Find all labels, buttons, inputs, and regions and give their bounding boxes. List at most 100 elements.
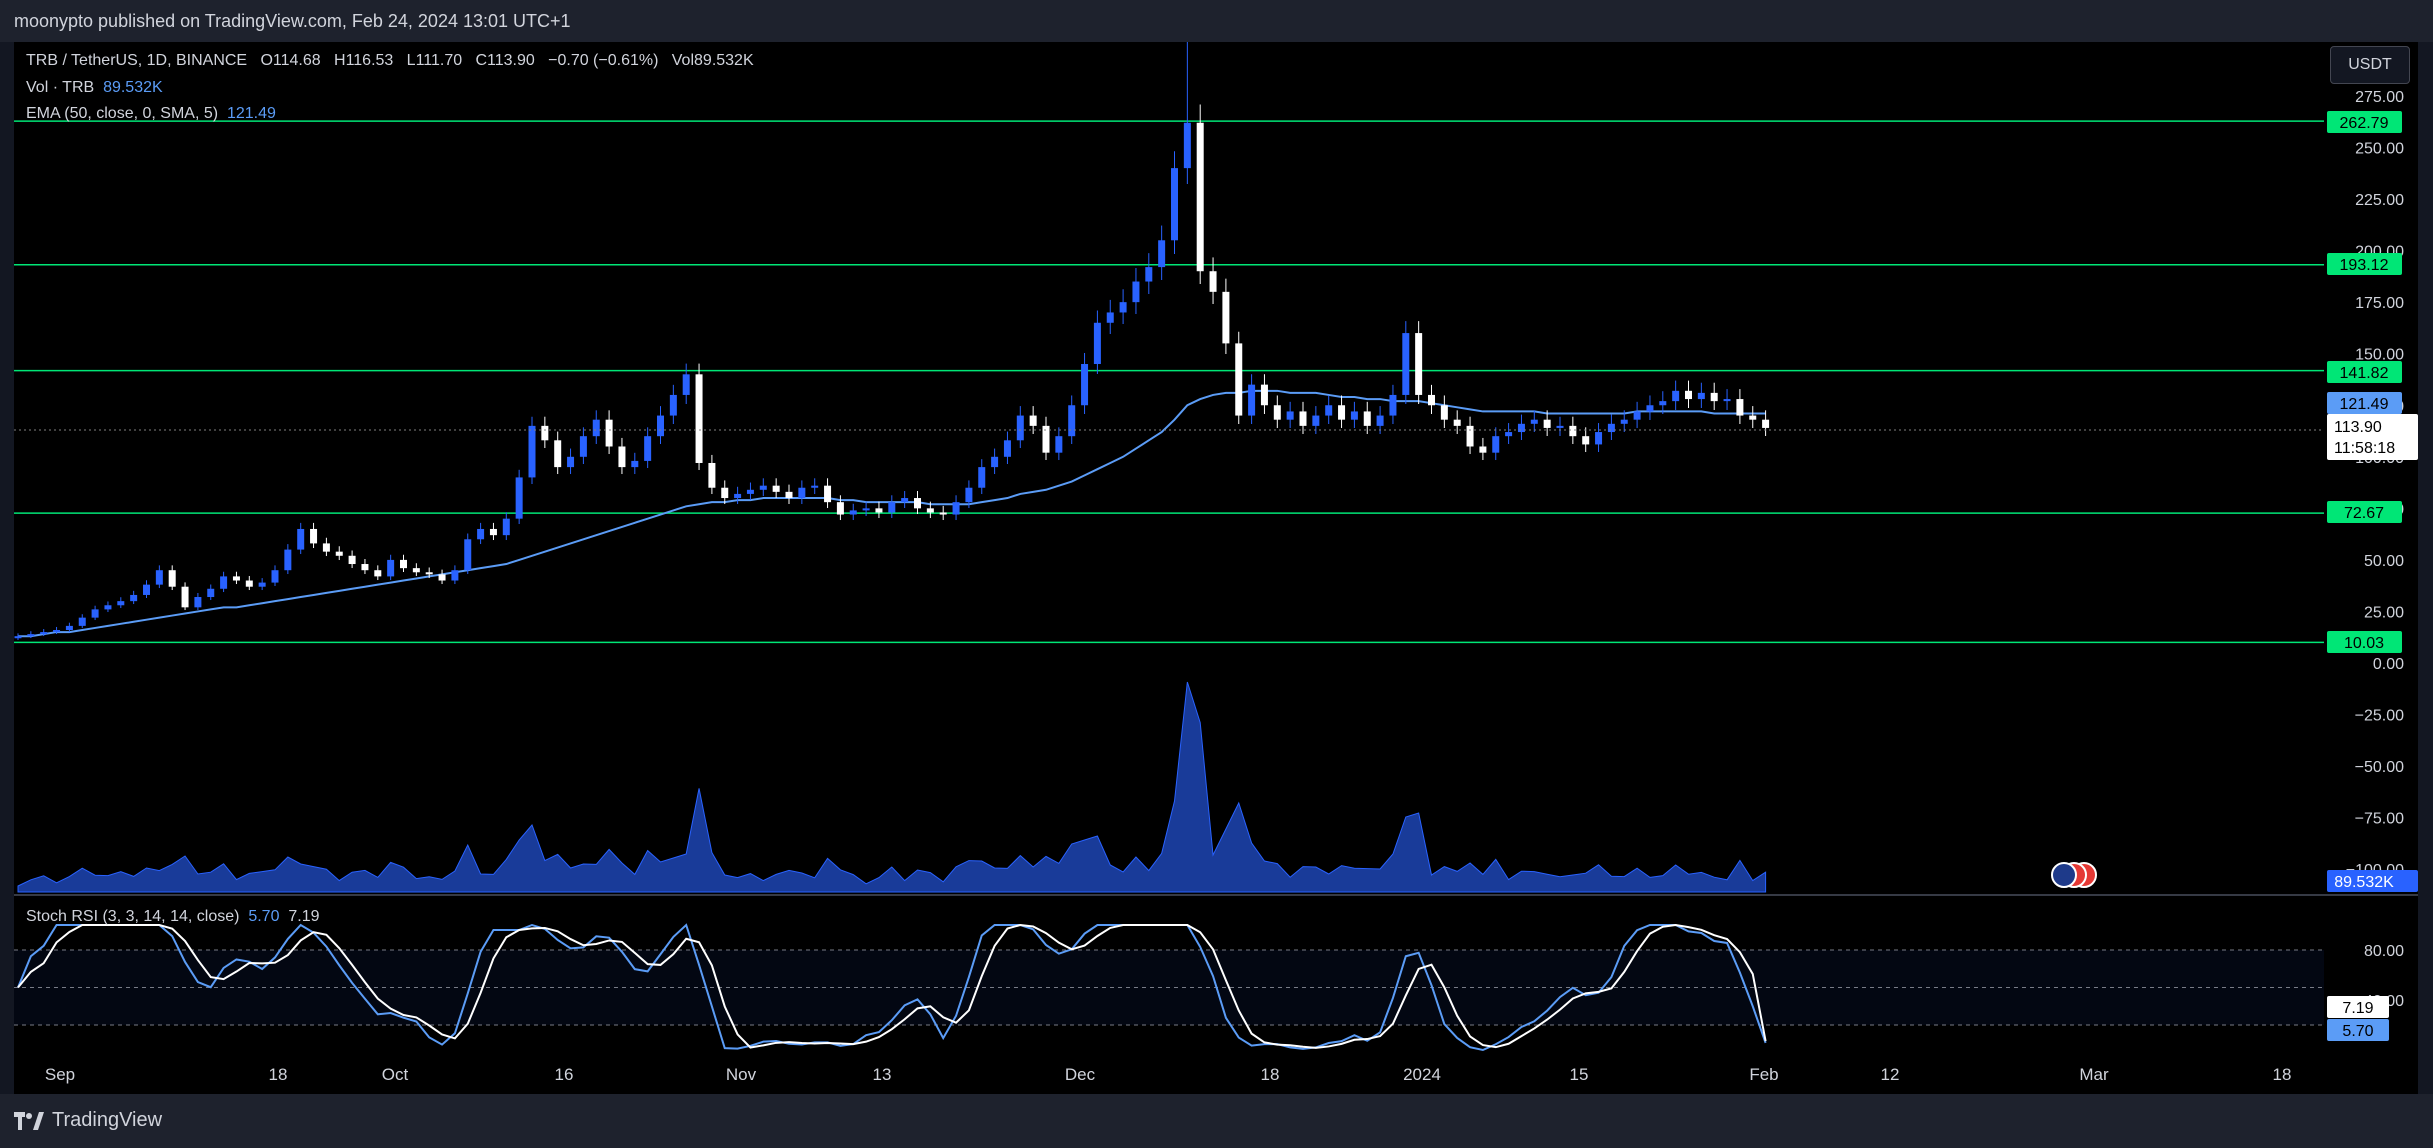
candle-body [1762,419,1770,428]
vol-value: 89.532K [694,52,754,69]
candle-body [1132,281,1140,303]
tradingview-brand[interactable]: TradingView [14,1109,162,1132]
time-tick-label: Oct [382,1065,409,1084]
candle-body [657,415,664,437]
candle-body [605,419,613,447]
candle-body [1016,415,1024,441]
tradingview-logo-icon [14,1111,44,1130]
price-tick-label: 275.00 [2355,89,2404,106]
candle-body [1685,390,1692,400]
candle-body [952,502,960,515]
time-tick-label: 12 [1881,1065,1900,1084]
candle-body [811,485,819,488]
last-price-badge [2327,414,2418,460]
price-tick-label: 250.00 [2355,141,2404,158]
candle-body [1453,419,1461,426]
candle-body [592,419,600,437]
candle-body [400,559,407,569]
level-badge-26279 [2327,111,2402,133]
candle-body [220,576,228,589]
candle-body [888,502,896,513]
stoch-k-value: 5.70 [248,908,280,925]
candle-body [1158,240,1166,268]
candle-body [1248,384,1256,416]
candle-body [387,559,395,577]
vol-line-label: Vol · TRB [26,79,95,96]
stoch-k-line [17,923,1767,1052]
candle-body [798,487,806,499]
level-badge-19312 [2327,253,2402,275]
publisher-info: moonypto published on TradingView.com, F… [14,11,571,31]
candle-body [502,518,510,536]
chart-area[interactable]: 275.00250.00225.00200.00175.00150.00125.… [14,34,2418,1094]
candle-body [1646,405,1654,412]
candle-body [1710,392,1718,402]
candle-body [361,564,369,571]
candle-body [1042,425,1050,453]
candle-body [991,456,999,468]
candle-body [875,508,883,513]
level-label-19312: 193.12 [2340,257,2389,274]
ema-value: 121.49 [226,105,276,122]
candle-body [721,487,729,499]
countdown-label: 11:58:18 [2334,440,2395,457]
candle-body [464,539,472,571]
brand-name: TradingView [52,1109,163,1131]
level-label-7267: 72.67 [2344,505,2384,522]
candle-body [746,489,754,494]
candle-body [143,584,150,595]
candle-body [1029,415,1037,426]
candle-body [541,425,549,441]
price-tick-label: 0.00 [2373,656,2404,673]
last-price-label: 113.90 [2334,419,2382,436]
close-label: C [475,52,488,69]
vol-line-value: 89.532K [103,79,163,96]
candle-body [335,551,343,556]
candle-body [181,586,189,608]
candle-body [1505,432,1513,437]
volume-badge [2327,870,2418,892]
candle-body [1736,399,1744,416]
candle-body [567,456,575,468]
time-tick-label: 16 [555,1065,574,1084]
high-value: 116.53 [345,52,394,69]
candle-body [1003,440,1011,457]
candle-body [168,570,176,587]
symbol-name: TRB / TetherUS, 1D, BINANCE [26,52,248,69]
candle-body [1171,168,1178,241]
candle-body [1607,423,1615,433]
candle-body [65,625,73,631]
candle-body [1466,425,1474,447]
candle-body [130,594,138,602]
time-tick-label: 2024 [1403,1065,1441,1084]
volume-series [17,681,1767,893]
open-value: 114.68 [272,52,321,69]
top-bar: moonypto published on TradingView.com, F… [0,0,2433,42]
candle-body [348,555,356,565]
chart-svg[interactable]: 275.00250.00225.00200.00175.00150.00125.… [14,34,2418,1094]
candle-body [1312,415,1320,426]
candle-body [1209,271,1217,292]
time-tick-label: Dec [1065,1065,1096,1084]
candle-body [1415,333,1423,395]
stoch-d-line [17,923,1767,1049]
candle-body [1543,419,1551,428]
candle-body [1620,419,1628,424]
ema-price-label: 121.49 [2340,396,2389,413]
candle-body [708,462,716,488]
stoch-legend: Stoch RSI (3, 3, 14, 14, close) 5.70 7.1… [26,908,320,926]
stoch-tick-label: 80.00 [2364,943,2404,960]
candle-body [669,394,677,416]
candle-body [374,570,382,577]
currency-button[interactable]: USDT [2330,46,2410,84]
candle-body [27,634,35,637]
candle-body [1055,436,1063,453]
price-tick-label: 225.00 [2355,192,2404,209]
candle-body [245,580,253,587]
candle-body [1428,394,1435,406]
time-tick-label: Sep [45,1065,75,1084]
stoch-k-badge-label: 5.70 [2342,1023,2373,1040]
candle-body [939,512,947,515]
candle-body [489,528,497,536]
candle-body [194,597,202,608]
